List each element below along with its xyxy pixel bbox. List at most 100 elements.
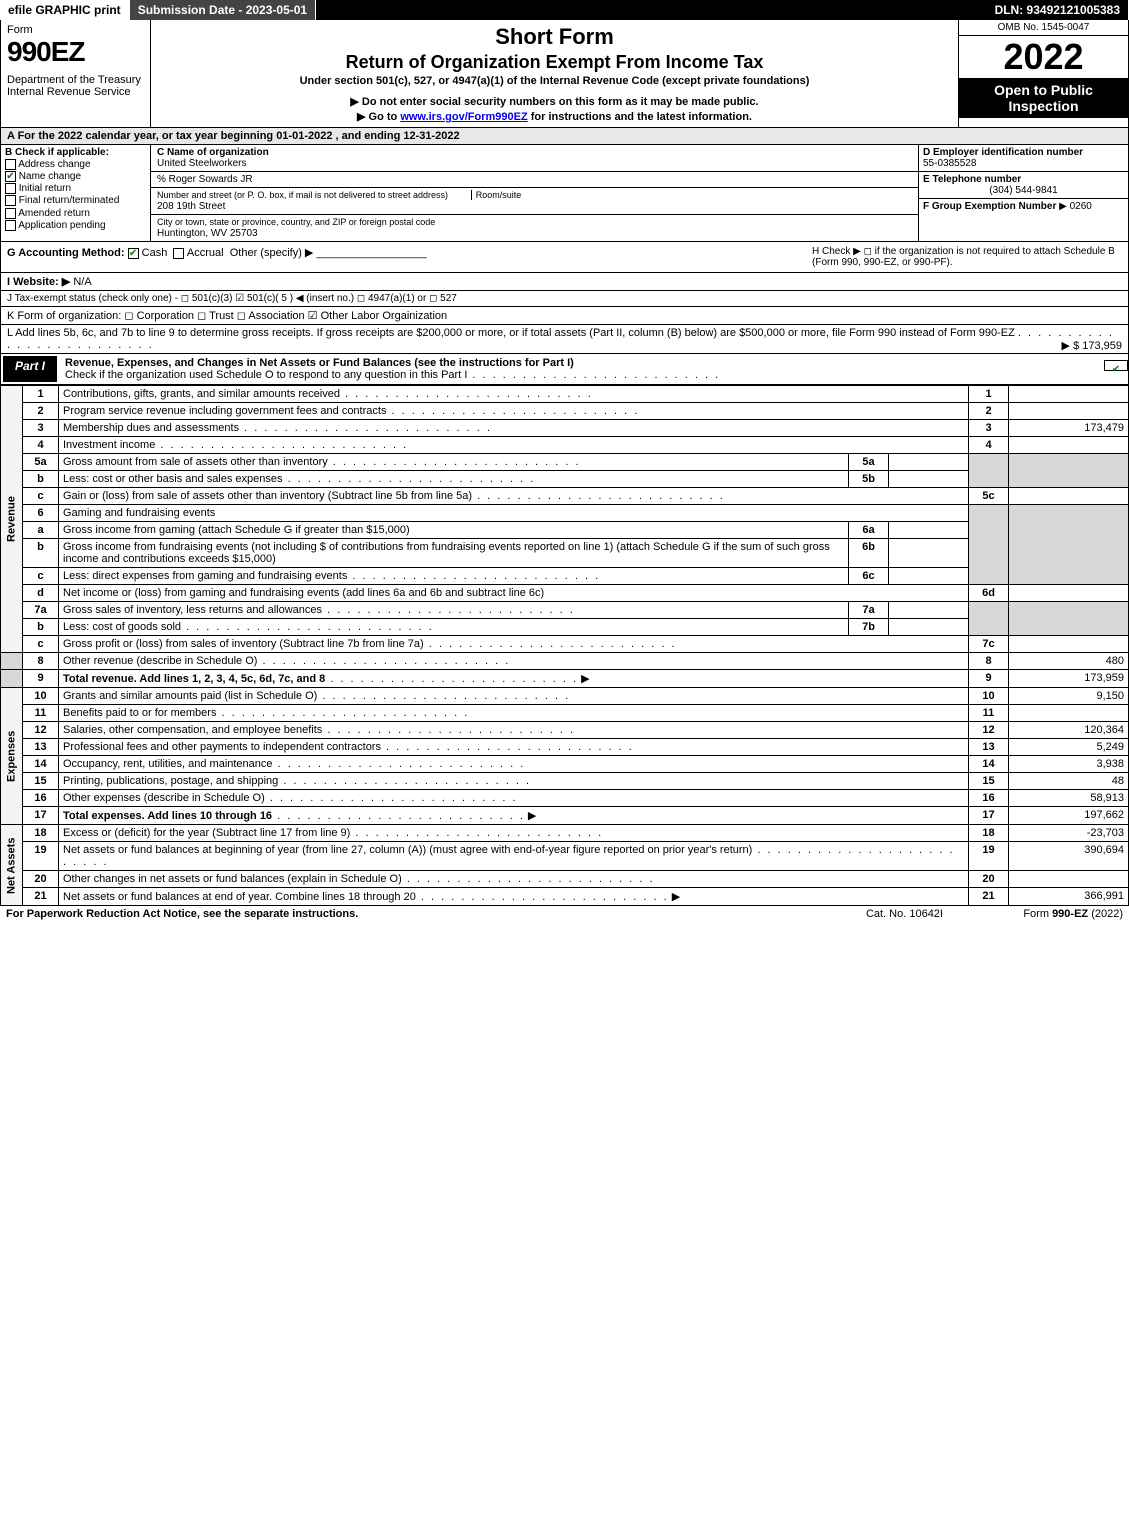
- ln8-d: Other revenue (describe in Schedule O): [59, 653, 969, 670]
- ln6d-d: Net income or (loss) from gaming and fun…: [59, 585, 969, 602]
- cb-application-pending-label: Application pending: [18, 220, 105, 231]
- revenue-pad: [1, 653, 23, 670]
- ln6c-n: c: [23, 568, 59, 585]
- lines-table: Revenue 1 Contributions, gifts, grants, …: [0, 385, 1129, 906]
- part1-header: Part I Revenue, Expenses, and Changes in…: [0, 354, 1129, 385]
- ln17-d: Total expenses. Add lines 10 through 16 …: [59, 807, 969, 825]
- d-label: D Employer identification number: [923, 147, 1083, 158]
- ln8-n: 8: [23, 653, 59, 670]
- ln8-rn: 8: [969, 653, 1009, 670]
- ln5c-d: Gain or (loss) from sale of assets other…: [59, 488, 969, 505]
- ln5a-n: 5a: [23, 454, 59, 471]
- row-k-form-of-org: K Form of organization: ◻ Corporation ◻ …: [0, 307, 1129, 325]
- e-phone: E Telephone number(304) 544-9841: [919, 172, 1128, 199]
- irs-link[interactable]: www.irs.gov/Form990EZ: [400, 111, 527, 123]
- section-bcdef: B Check if applicable: Address change Na…: [0, 145, 1129, 242]
- ln6b-sv: [889, 539, 969, 568]
- ln6b-n: b: [23, 539, 59, 568]
- cb-initial-return-label: Initial return: [19, 183, 71, 194]
- cb-initial-return[interactable]: Initial return: [5, 183, 146, 194]
- header-left: Form 990EZ Department of the Treasury In…: [1, 20, 151, 127]
- d-ein: D Employer identification number55-03855…: [919, 145, 1128, 172]
- ln12-rv: 120,364: [1009, 722, 1129, 739]
- part1-dots: [467, 369, 720, 381]
- ln7c-n: c: [23, 636, 59, 653]
- ln6a-sv: [889, 522, 969, 539]
- ln5ab-shade2: [1009, 454, 1129, 488]
- ln16-rn: 16: [969, 790, 1009, 807]
- e-label: E Telephone number: [923, 174, 1021, 185]
- ln6-n: 6: [23, 505, 59, 522]
- ln5c-n: c: [23, 488, 59, 505]
- ln13-rn: 13: [969, 739, 1009, 756]
- cb-address-change[interactable]: Address change: [5, 159, 146, 170]
- g-accounting: G Accounting Method: Cash Accrual Other …: [7, 246, 812, 268]
- ln7c-rv: [1009, 636, 1129, 653]
- org-careof-row: % Roger Sowards JR: [151, 172, 918, 188]
- form-word: Form: [7, 24, 144, 36]
- ln18-d: Excess or (deficit) for the year (Subtra…: [59, 825, 969, 842]
- ln12-rn: 12: [969, 722, 1009, 739]
- top-bar: efile GRAPHIC print Submission Date - 20…: [0, 0, 1129, 20]
- e-value: (304) 544-9841: [923, 185, 1124, 196]
- ln6d-rv: [1009, 585, 1129, 602]
- revenue-section-label: Revenue: [1, 386, 23, 653]
- cb-accrual[interactable]: [173, 248, 184, 259]
- ln4-n: 4: [23, 437, 59, 454]
- ln1-rn: 1: [969, 386, 1009, 403]
- ln15-rv: 48: [1009, 773, 1129, 790]
- ln10-rn: 10: [969, 688, 1009, 705]
- ln13-rv: 5,249: [1009, 739, 1129, 756]
- ln19-rv: 390,694: [1009, 842, 1129, 871]
- f-label: F Group Exemption Number: [923, 201, 1056, 212]
- ln7b-d: Less: cost of goods sold: [59, 619, 849, 636]
- page-footer: For Paperwork Reduction Act Notice, see …: [0, 906, 1129, 922]
- ln2-n: 2: [23, 403, 59, 420]
- note-goto: ▶ Go to www.irs.gov/Form990EZ for instru…: [157, 110, 952, 123]
- row-g-h: G Accounting Method: Cash Accrual Other …: [0, 242, 1129, 273]
- ln6-d: Gaming and fundraising events: [59, 505, 969, 522]
- cb-name-change[interactable]: Name change: [5, 171, 146, 182]
- ln9-n: 9: [23, 670, 59, 688]
- cb-amended-return[interactable]: Amended return: [5, 208, 146, 219]
- header-right: OMB No. 1545-0047 2022 Open to Public In…: [958, 20, 1128, 127]
- d-value: 55-0385528: [923, 158, 976, 169]
- ln1-d: Contributions, gifts, grants, and simila…: [59, 386, 969, 403]
- ln4-rn: 4: [969, 437, 1009, 454]
- note-ssn: ▶ Do not enter social security numbers o…: [157, 95, 952, 108]
- cb-cash[interactable]: [128, 248, 139, 259]
- ln11-rv: [1009, 705, 1129, 722]
- ln11-d: Benefits paid to or for members: [59, 705, 969, 722]
- revenue-pad2: [1, 670, 23, 688]
- ln5ab-shade: [969, 454, 1009, 488]
- cb-amended-return-label: Amended return: [18, 208, 90, 219]
- ln18-rn: 18: [969, 825, 1009, 842]
- efile-label: efile GRAPHIC print: [0, 0, 130, 20]
- ln6c-sv: [889, 568, 969, 585]
- city-label: City or town, state or province, country…: [157, 217, 435, 227]
- part1-title: Revenue, Expenses, and Changes in Net As…: [59, 354, 1104, 384]
- ln3-rn: 3: [969, 420, 1009, 437]
- ln19-n: 19: [23, 842, 59, 871]
- ln7b-sn: 7b: [849, 619, 889, 636]
- ln12-d: Salaries, other compensation, and employ…: [59, 722, 969, 739]
- ln19-d: Net assets or fund balances at beginning…: [59, 842, 969, 871]
- ln14-n: 14: [23, 756, 59, 773]
- footer-right: Form 990-EZ (2022): [943, 908, 1123, 920]
- cb-application-pending[interactable]: Application pending: [5, 220, 146, 231]
- ln7a-n: 7a: [23, 602, 59, 619]
- ln18-rv: -23,703: [1009, 825, 1129, 842]
- row-a-period: A For the 2022 calendar year, or tax yea…: [0, 128, 1129, 145]
- ln6b-sn: 6b: [849, 539, 889, 568]
- part1-checkbox[interactable]: [1104, 354, 1128, 384]
- i-value: N/A: [73, 276, 91, 288]
- topbar-spacer: [316, 0, 986, 20]
- l-text: L Add lines 5b, 6c, and 7b to line 9 to …: [7, 327, 1015, 339]
- cb-final-return[interactable]: Final return/terminated: [5, 195, 146, 206]
- addr-label: Number and street (or P. O. box, if mail…: [157, 190, 448, 200]
- form-header: Form 990EZ Department of the Treasury In…: [0, 20, 1129, 128]
- ln14-rv: 3,938: [1009, 756, 1129, 773]
- ln20-d: Other changes in net assets or fund bala…: [59, 871, 969, 888]
- room-label: Room/suite: [471, 190, 522, 200]
- city: Huntington, WV 25703: [157, 228, 258, 239]
